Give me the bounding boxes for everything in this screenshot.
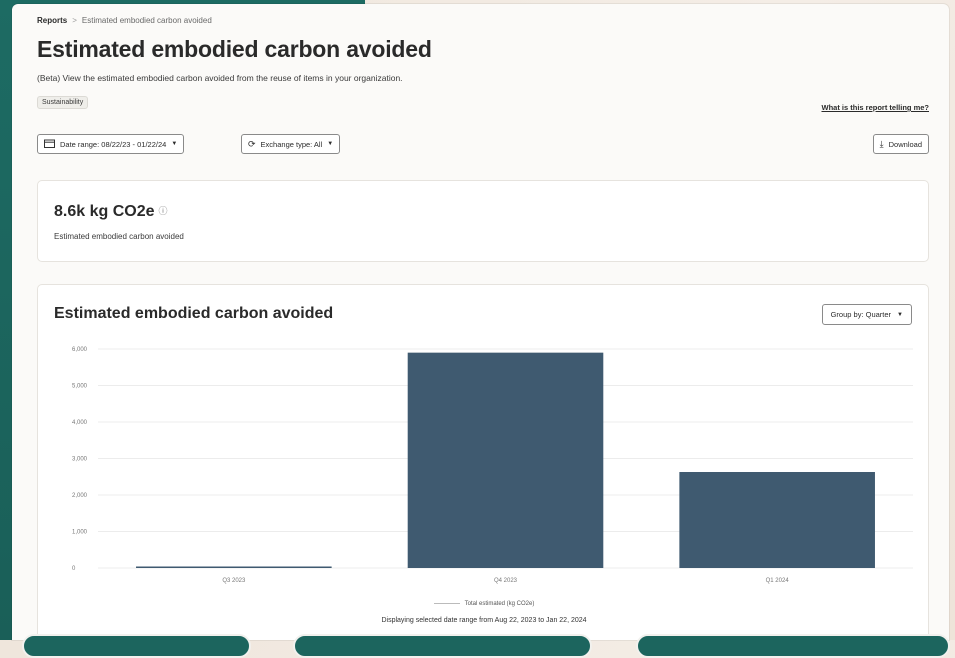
- calendar-icon: [44, 139, 55, 150]
- metric-label: Estimated embodied carbon avoided: [54, 232, 184, 241]
- x-tick-label: Q4 2023: [494, 578, 518, 584]
- x-tick-label: Q3 2023: [222, 578, 246, 584]
- breadcrumb: Reports > Estimated embodied carbon avoide…: [37, 16, 212, 25]
- y-tick-label: 5,000: [72, 384, 88, 390]
- breadcrumb-separator: >: [72, 16, 77, 25]
- legend-label: Total estimated (kg CO2e): [464, 601, 535, 607]
- legend-swatch: [433, 602, 460, 604]
- page-title: Estimated embodied carbon avoided: [37, 36, 432, 62]
- group-by-label: Group by: Quarter: [830, 310, 892, 319]
- bar-q4-2023: [407, 352, 604, 568]
- y-tick-label: 2,000: [72, 493, 88, 499]
- exchange-type-label: Exchange type: All: [260, 139, 323, 149]
- chart-legend: Total estimated (kg CO2e): [38, 601, 930, 607]
- chart-title: Estimated embodied carbon avoided: [54, 305, 334, 322]
- metric-card: 8.6k kg CO2e ⓘ Estimated embodied carbon …: [37, 180, 929, 262]
- y-tick-label: 6,000: [72, 347, 88, 353]
- refresh-icon: ⟳: [248, 138, 256, 149]
- info-icon[interactable]: ⓘ: [158, 206, 168, 216]
- y-tick-label: 4,000: [72, 420, 88, 426]
- bar-q1-2024: [679, 472, 875, 568]
- bottom-tab-right: [636, 634, 950, 658]
- date-range-note: Displaying selected date range from Aug …: [381, 617, 587, 624]
- y-tick-label: 0: [72, 566, 76, 572]
- report-page: Reports > Estimated embodied carbon avoide…: [12, 4, 949, 640]
- download-label: Download: [888, 139, 922, 149]
- download-button[interactable]: ⤓ Download: [872, 134, 929, 154]
- date-range-dropdown[interactable]: Date range: 08/22/23 - 01/22/24 ▼: [37, 134, 185, 154]
- chart-card: Estimated embodied carbon avoided Group …: [37, 284, 929, 640]
- breadcrumb-current: Estimated embodied carbon avoided: [81, 16, 212, 25]
- caret-down-icon: ▼: [171, 141, 178, 147]
- caret-down-icon: ▼: [897, 311, 903, 318]
- bar-chart: 0 1,000 2,000 3,000 4,000 5,000 6,000 Q3 2023 Q4…: [72, 347, 913, 584]
- x-tick-label: Q1 2024: [766, 578, 790, 584]
- page-subtitle: (Beta) View the estimated embodied carbo…: [37, 73, 403, 83]
- y-tick-label: 1,000: [72, 530, 88, 536]
- breadcrumb-reports-link[interactable]: Reports: [37, 16, 68, 25]
- bottom-tab-left: [22, 634, 251, 658]
- exchange-type-dropdown[interactable]: ⟳ Exchange type: All ▼: [241, 134, 341, 154]
- caret-down-icon: ▼: [327, 141, 334, 147]
- download-icon: ⤓: [879, 138, 884, 149]
- metric-value: 8.6k kg CO2e: [54, 203, 155, 220]
- group-by-dropdown[interactable]: Group by: Quarter ▼: [821, 304, 912, 325]
- bottom-tab-middle: [293, 634, 592, 658]
- help-link[interactable]: What is this report telling me?: [821, 103, 929, 112]
- date-range-label: Date range: 08/22/23 - 01/22/24: [60, 139, 167, 149]
- bar-q3-2023: [136, 566, 332, 568]
- y-tick-label: 3,000: [72, 457, 88, 463]
- metric-value-wrap: 8.6k kg CO2e ⓘ: [54, 203, 168, 221]
- sustainability-tag: Sustainability: [37, 96, 89, 109]
